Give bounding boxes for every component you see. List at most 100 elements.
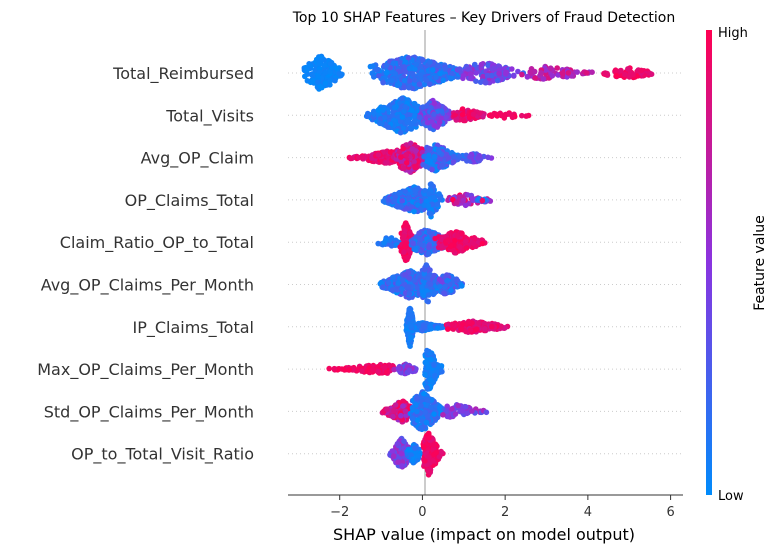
shap-point [408,126,415,132]
shap-point [400,403,406,409]
shap-point [383,70,390,76]
shap-point [391,104,398,111]
shap-point [436,276,443,283]
shap-point [402,104,409,110]
shap-point [604,70,610,77]
shap-point [375,368,382,375]
shap-point [380,107,386,113]
shap-point [417,236,423,243]
shap-point [519,71,525,78]
shap-point [426,244,432,251]
shap-point [422,409,429,416]
shap-point [417,241,424,247]
shap-point [426,229,433,236]
shap-point [405,254,411,261]
shap-point [440,412,446,418]
shap-point [485,154,491,161]
shap-point [554,65,560,71]
shap-point [439,162,445,169]
shap-point [381,114,388,121]
shap-point [467,154,473,160]
shap-point [418,403,424,409]
shap-point [430,442,437,448]
shap-point [540,76,547,82]
x-ticks: −2 0 2 4 6 [330,495,675,520]
shap-point [555,72,561,78]
shap-point [483,409,490,416]
shap-point [527,69,533,75]
shap-point [412,148,419,154]
shap-point [390,274,397,281]
shap-point [435,62,442,69]
shap-point [394,441,401,447]
shap-point [406,65,413,72]
shap-point [375,107,382,113]
shap-point [574,69,580,75]
shap-point [401,108,407,114]
shap-point [424,119,431,126]
shap-point [454,277,460,284]
shap-point [428,211,434,217]
row-gridlines [288,72,683,455]
shap-point [426,191,433,197]
shap-point [480,73,486,80]
shap-point [470,111,477,117]
shap-point [425,467,431,474]
shap-point [468,75,474,82]
shap-point [392,71,399,77]
shap-point [453,117,460,123]
shap-point [322,70,329,76]
shap-point [431,362,437,368]
shap-point [431,153,438,160]
shap-point [390,413,396,420]
shap-point [401,84,407,91]
shap-point [443,114,450,120]
shap-point [450,159,457,165]
shap-point [391,407,397,414]
shap-point [375,152,382,158]
shap-point [410,240,416,246]
shap-point [441,290,448,297]
shap-point [494,77,501,84]
shap-point [410,72,417,78]
shap-point [448,75,454,82]
shap-point [399,198,406,204]
shap-point [442,66,449,72]
shap-point [418,425,424,431]
shap-point [451,153,457,160]
shap-point [452,411,459,417]
shap-point [315,73,321,79]
shap-point [437,283,443,290]
shap-point [431,411,437,418]
shap-point [425,298,432,305]
shap-point [307,62,313,69]
shap-point [304,78,311,84]
shap-point [440,77,447,84]
shap-point [403,206,410,212]
feature-label: Total_Visits [165,106,254,126]
shap-point [476,320,482,326]
shap-point [327,61,334,67]
feature-label: Avg_OP_Claim [141,149,254,169]
shap-point [388,77,395,84]
shap-point [437,70,443,77]
shap-point [445,237,451,243]
shap-point [630,71,636,78]
shap-point [401,77,408,84]
shap-point [469,408,475,414]
shap-point [346,366,353,373]
shap-point [416,230,422,236]
shap-point [542,67,549,73]
shap-point [436,191,442,197]
shap-point [473,70,480,76]
shap-point [412,445,418,451]
shap-point [401,249,407,255]
shap-point [456,66,463,72]
shap-point [472,61,478,68]
shap-point [449,321,456,328]
shap-point [359,368,365,374]
shap-point [547,65,554,71]
shap-point [412,77,418,83]
shap-point [380,198,387,204]
